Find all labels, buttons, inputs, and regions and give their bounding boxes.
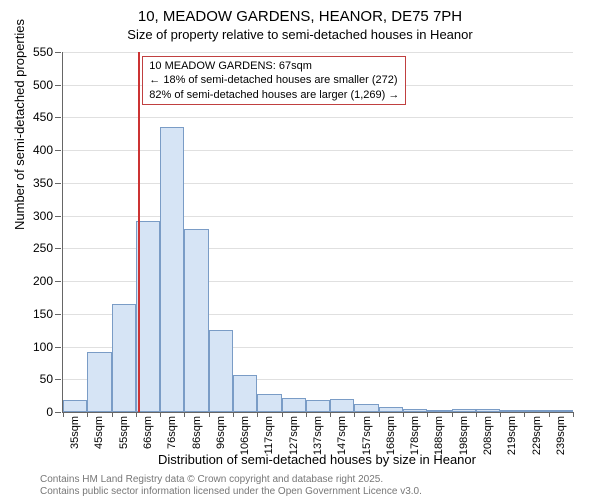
- x-tick-label: 76sqm: [166, 416, 178, 449]
- y-tick-label: 100: [33, 340, 63, 354]
- x-tick-label: 137sqm: [312, 416, 324, 455]
- x-tick-label: 157sqm: [361, 416, 373, 455]
- histogram-bar: [500, 410, 524, 412]
- x-tick: [209, 412, 210, 417]
- histogram-bar: [257, 394, 281, 412]
- footer-attribution: Contains HM Land Registry data © Crown c…: [40, 474, 422, 498]
- y-tick-label: 0: [46, 405, 63, 419]
- x-tick: [233, 412, 234, 417]
- x-tick: [379, 412, 380, 417]
- x-tick: [112, 412, 113, 417]
- annotation-line-1: 10 MEADOW GARDENS: 67sqm: [149, 59, 399, 73]
- histogram-bar: [549, 410, 573, 412]
- chart-plot-area: 05010015020025030035040045050055035sqm45…: [62, 52, 573, 413]
- x-tick: [160, 412, 161, 417]
- chart-title: 10, MEADOW GARDENS, HEANOR, DE75 7PH: [0, 0, 600, 25]
- histogram-bar: [354, 404, 378, 412]
- x-axis-label: Distribution of semi-detached houses by …: [62, 452, 572, 467]
- histogram-bar: [209, 330, 233, 412]
- x-tick-label: 178sqm: [409, 416, 421, 455]
- y-tick-label: 150: [33, 307, 63, 321]
- x-tick: [257, 412, 258, 417]
- y-tick-label: 200: [33, 274, 63, 288]
- footer-line-1: Contains HM Land Registry data © Crown c…: [40, 474, 422, 486]
- x-tick-label: 86sqm: [191, 416, 203, 449]
- histogram-bar: [87, 352, 111, 412]
- y-tick-label: 50: [40, 372, 63, 386]
- y-tick-label: 550: [33, 45, 63, 59]
- annotation-box: 10 MEADOW GARDENS: 67sqm← 18% of semi-de…: [142, 56, 406, 105]
- histogram-bar: [112, 304, 136, 412]
- x-tick: [500, 412, 501, 417]
- histogram-bar: [306, 400, 330, 412]
- x-tick-label: 168sqm: [385, 416, 397, 455]
- x-tick: [452, 412, 453, 417]
- x-tick-label: 229sqm: [531, 416, 543, 455]
- y-tick-label: 250: [33, 241, 63, 255]
- histogram-bar: [63, 400, 87, 412]
- x-tick-label: 35sqm: [69, 416, 81, 449]
- x-tick: [87, 412, 88, 417]
- x-tick-label: 147sqm: [336, 416, 348, 455]
- x-tick-label: 219sqm: [506, 416, 518, 455]
- y-tick-label: 500: [33, 78, 63, 92]
- x-tick: [354, 412, 355, 417]
- x-tick: [306, 412, 307, 417]
- x-tick: [136, 412, 137, 417]
- y-tick-label: 400: [33, 143, 63, 157]
- annotation-line-3: 82% of semi-detached houses are larger (…: [149, 88, 399, 102]
- histogram-bar: [282, 398, 306, 412]
- x-tick: [63, 412, 64, 417]
- x-tick-label: 117sqm: [263, 416, 275, 454]
- histogram-bar: [330, 399, 354, 412]
- x-tick: [427, 412, 428, 417]
- y-axis-label: Number of semi-detached properties: [12, 19, 27, 230]
- x-tick: [476, 412, 477, 417]
- x-tick: [573, 412, 574, 417]
- reference-line: [138, 52, 140, 412]
- x-tick-label: 106sqm: [239, 416, 251, 455]
- x-tick: [524, 412, 525, 417]
- histogram-bar: [403, 409, 427, 412]
- x-tick-label: 239sqm: [555, 416, 567, 455]
- histogram-bar: [427, 410, 451, 412]
- footer-line-2: Contains public sector information licen…: [40, 486, 422, 498]
- x-tick-label: 127sqm: [288, 416, 300, 455]
- histogram-bar: [379, 407, 403, 412]
- chart-subtitle: Size of property relative to semi-detach…: [0, 27, 600, 42]
- x-tick-label: 45sqm: [93, 416, 105, 449]
- histogram-bar: [233, 375, 257, 412]
- x-tick-label: 66sqm: [142, 416, 154, 449]
- x-tick-label: 188sqm: [433, 416, 445, 455]
- histogram-bar: [476, 409, 500, 412]
- x-tick-label: 208sqm: [482, 416, 494, 455]
- histogram-bar: [184, 229, 208, 412]
- chart-container: 10, MEADOW GARDENS, HEANOR, DE75 7PH Siz…: [0, 0, 600, 500]
- x-tick: [403, 412, 404, 417]
- x-tick: [549, 412, 550, 417]
- y-tick-label: 450: [33, 110, 63, 124]
- x-tick: [184, 412, 185, 417]
- y-tick-label: 300: [33, 209, 63, 223]
- histogram-bar: [160, 127, 184, 412]
- x-tick-label: 55sqm: [118, 416, 130, 449]
- x-tick-label: 198sqm: [458, 416, 470, 455]
- histogram-bar: [524, 410, 548, 412]
- histogram-bar: [452, 409, 476, 412]
- x-tick: [330, 412, 331, 417]
- x-tick: [282, 412, 283, 417]
- annotation-line-2: ← 18% of semi-detached houses are smalle…: [149, 73, 399, 87]
- x-tick-label: 96sqm: [215, 416, 227, 449]
- y-tick-label: 350: [33, 176, 63, 190]
